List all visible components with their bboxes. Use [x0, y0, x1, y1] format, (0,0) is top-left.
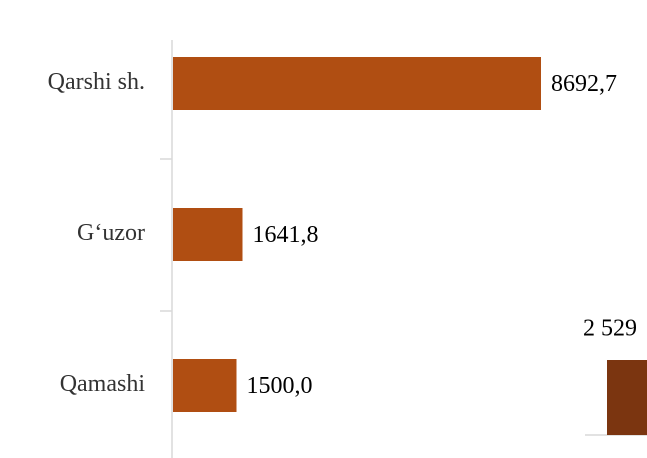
bar — [173, 359, 237, 412]
bar — [607, 360, 647, 435]
value-label: 2 529 — [583, 316, 637, 342]
value-label: 1500,0 — [247, 373, 313, 399]
category-label: Qarshi sh. — [48, 69, 145, 95]
value-label: 8692,7 — [551, 71, 617, 97]
bar — [173, 208, 243, 261]
category-label: Qamashi — [60, 371, 146, 397]
value-label: 1641,8 — [253, 222, 319, 248]
bar — [173, 57, 541, 110]
category-label: G‘uzor — [77, 220, 145, 246]
